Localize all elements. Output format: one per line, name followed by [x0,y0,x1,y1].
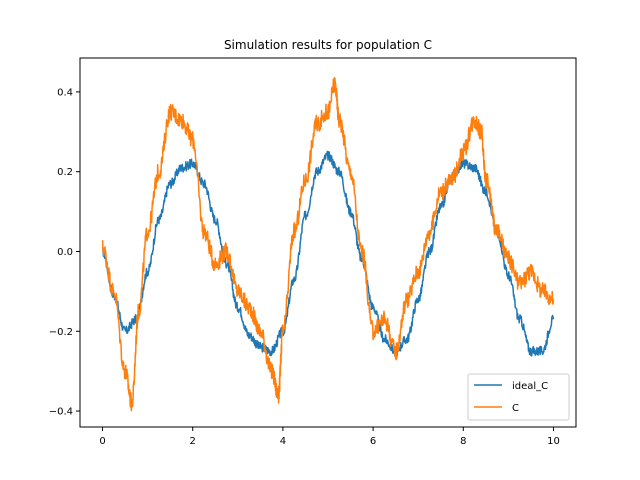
y-axis: −0.4 −0.2 0.0 0.2 0.4 [49,87,80,418]
axes-frame [79,57,577,428]
x-axis: 0 2 4 6 8 10 [99,427,560,447]
y-tick-label: −0.4 [49,407,73,418]
legend-label-ideal-c: ideal_C [512,381,548,392]
x-tick-label: 0 [99,436,105,447]
y-tick-label: 0.2 [57,167,73,178]
chart-title: Simulation results for population C [224,38,432,52]
y-tick-label: 0.4 [57,87,73,98]
legend-label-c: C [512,403,519,414]
plot-area [101,77,555,412]
legend: ideal_C C [467,373,570,421]
series-line-ideal-c [102,150,555,357]
y-tick-label: −0.2 [49,327,73,338]
x-tick-label: 10 [547,436,560,447]
x-tick-label: 6 [370,436,376,447]
y-tick-label: 0.0 [57,247,73,258]
series-line-c [101,77,555,412]
x-tick-label: 2 [190,436,196,447]
x-tick-label: 8 [460,436,466,447]
x-tick-label: 4 [280,436,286,447]
